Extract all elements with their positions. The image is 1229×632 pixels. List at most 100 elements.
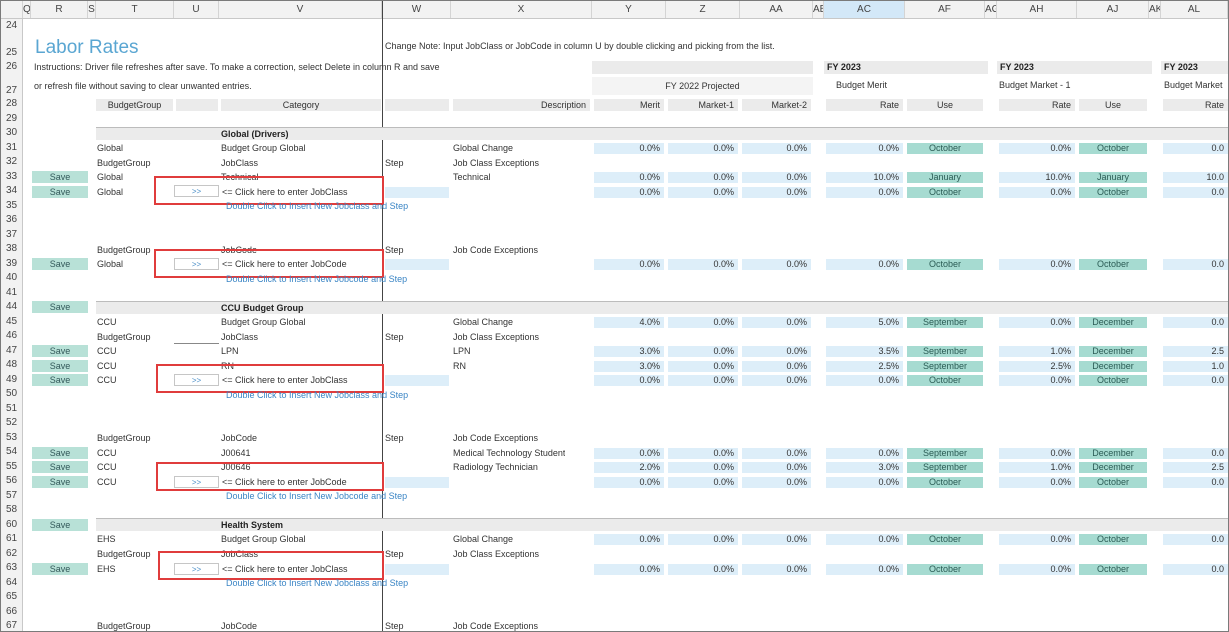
r47-use2[interactable]: December	[1079, 346, 1147, 357]
r56-market2[interactable]: 0.0%	[742, 477, 811, 488]
r34-rate[interactable]: 0.0%	[826, 187, 903, 198]
insert-jobcode-link[interactable]: Double Click to Insert New Jobcode and S…	[226, 274, 408, 284]
r61-market1[interactable]: 0.0%	[668, 534, 738, 545]
insert-jobcode-link[interactable]: Double Click to Insert New Jobcode and S…	[226, 491, 408, 501]
save-button[interactable]: Save	[32, 447, 88, 459]
r45-merit[interactable]: 4.0%	[594, 317, 664, 328]
col-header-aa[interactable]: AA	[740, 1, 813, 18]
row-header[interactable]: 38	[1, 242, 23, 257]
col-header-y[interactable]: Y	[592, 1, 666, 18]
r63-rate3[interactable]: 0.0	[1163, 564, 1228, 575]
row-header[interactable]: 32	[1, 155, 23, 170]
row-header[interactable]: 52	[1, 416, 23, 431]
r49-rate2[interactable]: 0.0%	[999, 375, 1075, 386]
row-header[interactable]: 54	[1, 445, 23, 460]
save-button[interactable]: Save	[32, 171, 88, 183]
r31-use[interactable]: October	[907, 143, 983, 154]
r33-use2[interactable]: January	[1079, 172, 1147, 183]
r31-use2[interactable]: October	[1079, 143, 1147, 154]
r34-rate2[interactable]: 0.0%	[999, 187, 1075, 198]
r48-market2[interactable]: 0.0%	[742, 361, 811, 372]
r33-merit[interactable]: 0.0%	[594, 172, 664, 183]
row-header[interactable]: 34	[1, 184, 23, 199]
col-header-ac[interactable]: AC	[824, 1, 905, 18]
r47-rate2[interactable]: 1.0%	[999, 346, 1075, 357]
r56-use[interactable]: October	[907, 477, 983, 488]
row-header[interactable]: 48	[1, 358, 23, 373]
r63-market1[interactable]: 0.0%	[668, 564, 738, 575]
jobclass-picker[interactable]: >>	[174, 374, 219, 386]
r56-merit[interactable]: 0.0%	[594, 477, 664, 488]
col-header-aj[interactable]: AJ	[1077, 1, 1149, 18]
r63-rate[interactable]: 0.0%	[826, 564, 903, 575]
col-header-x[interactable]: X	[451, 1, 592, 18]
save-button[interactable]: Save	[32, 345, 88, 357]
r39-rate3[interactable]: 0.0	[1163, 259, 1228, 270]
r39-rate[interactable]: 0.0%	[826, 259, 903, 270]
row-header[interactable]: 55	[1, 460, 23, 475]
col-header-s[interactable]: S	[88, 1, 96, 18]
row-header[interactable]: 63	[1, 561, 23, 576]
row-header[interactable]: 47	[1, 344, 23, 359]
r54-market1[interactable]: 0.0%	[668, 448, 738, 459]
r56-step-input[interactable]	[385, 477, 449, 488]
r34-merit[interactable]: 0.0%	[594, 187, 664, 198]
r56-rate[interactable]: 0.0%	[826, 477, 903, 488]
r63-use[interactable]: October	[907, 564, 983, 575]
r49-use2[interactable]: October	[1079, 375, 1147, 386]
row-header[interactable]: 36	[1, 213, 23, 228]
col-header-u[interactable]: U	[174, 1, 219, 18]
r31-rate[interactable]: 0.0%	[826, 143, 903, 154]
save-button[interactable]: Save	[32, 258, 88, 270]
row-header[interactable]: 41	[1, 286, 23, 301]
r34-use[interactable]: October	[907, 187, 983, 198]
r31-rate2[interactable]: 0.0%	[999, 143, 1075, 154]
row-header[interactable]: 33	[1, 170, 23, 185]
row-header[interactable]: 51	[1, 402, 23, 417]
save-button[interactable]: Save	[32, 461, 88, 473]
save-button[interactable]: Save	[32, 360, 88, 372]
col-header-z[interactable]: Z	[666, 1, 740, 18]
r63-use2[interactable]: October	[1079, 564, 1147, 575]
r49-use[interactable]: October	[907, 375, 983, 386]
r54-merit[interactable]: 0.0%	[594, 448, 664, 459]
r61-rate2[interactable]: 0.0%	[999, 534, 1075, 545]
insert-jobclass-link[interactable]: Double Click to Insert New Jobclass and …	[226, 390, 409, 400]
r33-market2[interactable]: 0.0%	[742, 172, 811, 183]
r39-use[interactable]: October	[907, 259, 983, 270]
row-header[interactable]: 29	[1, 112, 23, 127]
r47-use[interactable]: September	[907, 346, 983, 357]
r48-use2[interactable]: December	[1079, 361, 1147, 372]
r31-market1[interactable]: 0.0%	[668, 143, 738, 154]
r55-market2[interactable]: 0.0%	[742, 462, 811, 473]
row-header[interactable]: 37	[1, 228, 23, 243]
r45-use[interactable]: September	[907, 317, 983, 328]
save-button[interactable]: Save	[32, 186, 88, 198]
r33-rate3[interactable]: 10.0	[1163, 172, 1228, 183]
jobclass-picker[interactable]: >>	[174, 185, 219, 197]
r55-use[interactable]: September	[907, 462, 983, 473]
save-button[interactable]: Save	[32, 519, 88, 531]
r48-market1[interactable]: 0.0%	[668, 361, 738, 372]
r48-rate3[interactable]: 1.0	[1163, 361, 1228, 372]
row-header[interactable]: 50	[1, 387, 23, 402]
save-button[interactable]: Save	[32, 374, 88, 386]
row-header[interactable]: 46	[1, 329, 23, 344]
col-header-al[interactable]: AL	[1161, 1, 1228, 18]
r34-market1[interactable]: 0.0%	[668, 187, 738, 198]
row-header[interactable]: 64	[1, 576, 23, 591]
r34-market2[interactable]: 0.0%	[742, 187, 811, 198]
r61-market2[interactable]: 0.0%	[742, 534, 811, 545]
r47-rate3[interactable]: 2.5	[1163, 346, 1228, 357]
row-header[interactable]: 56	[1, 474, 23, 489]
r55-use2[interactable]: December	[1079, 462, 1147, 473]
r39-market1[interactable]: 0.0%	[668, 259, 738, 270]
r45-rate[interactable]: 5.0%	[826, 317, 903, 328]
click-to-enter-jobclass[interactable]: <= Click here to enter JobClass	[222, 375, 348, 385]
col-header-q[interactable]: Q	[23, 1, 31, 18]
r63-market2[interactable]: 0.0%	[742, 564, 811, 575]
row-header[interactable]: 53	[1, 431, 23, 446]
row-header[interactable]: 26	[1, 60, 23, 75]
jobcode-picker[interactable]: >>	[174, 258, 219, 270]
